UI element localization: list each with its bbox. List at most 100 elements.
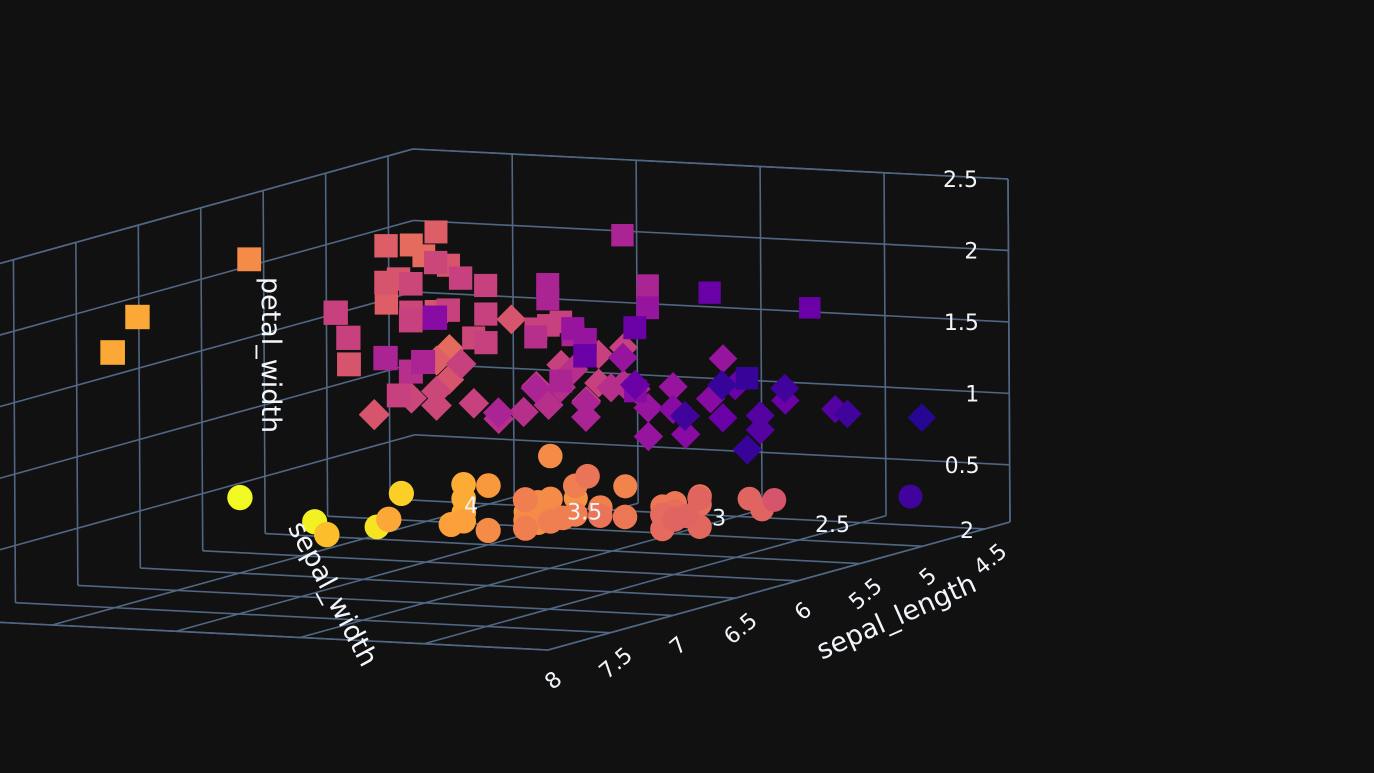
data-point-circle [575,463,600,489]
marker-layer [100,220,937,548]
data-point-square [337,352,361,377]
data-point-circle [662,507,687,532]
data-point-square [125,304,150,330]
data-point-square [373,345,398,371]
data-point-circle [737,486,762,511]
data-point-circle [538,508,563,534]
box-edge [412,148,1009,180]
data-point-diamond [445,348,477,380]
data-point-diamond [596,372,626,403]
data-point-circle [898,484,923,509]
data-point-diamond [546,349,576,380]
x-tick-label: 7.5 [595,643,638,685]
back-wall-gridline-x [324,173,329,517]
data-point-diamond [708,403,738,433]
side-wall-gridline-z [414,362,1010,395]
data-point-square [398,308,423,333]
y-tick-label: 2 [960,519,974,544]
data-point-square [323,300,348,325]
data-point-diamond [533,389,564,421]
data-point-square [735,366,759,390]
data-point-diamond [421,345,452,376]
data-point-diamond [770,373,800,403]
data-point-square [411,349,436,375]
data-point-square [237,247,262,272]
data-point-square [474,331,498,355]
data-point-circle [687,486,712,511]
data-point-square [448,266,473,290]
data-point-diamond [358,399,390,431]
data-point-square [399,233,423,257]
box-edge [0,148,414,265]
data-point-square [422,305,448,330]
back-wall-gridline-z [0,362,415,479]
z-axis-title: petal_width [255,277,286,433]
data-point-circle [613,474,638,499]
z-tick-label: 2.5 [943,168,978,193]
data-point-circle [512,487,538,513]
side-wall-gridline-y [759,166,763,510]
data-point-circle [762,487,787,512]
data-point-circle [227,484,253,511]
data-point-square [636,274,659,297]
data-point-circle [388,480,414,506]
data-point-square [386,383,411,408]
data-point-circle [451,471,476,497]
y-tick-label: 2.5 [815,513,850,538]
x-axis-title: sepal_length [812,568,981,666]
data-point-circle [438,511,464,538]
data-point-square [424,220,448,244]
data-point-diamond [658,372,688,402]
data-point-circle [612,504,638,530]
data-point-square [698,281,721,304]
data-point-diamond [695,384,726,414]
y-tick-label: 3.5 [567,500,602,525]
data-point-square [549,369,573,393]
data-point-diamond [520,372,552,404]
box-edge [0,621,549,651]
data-point-square [474,273,498,298]
z-tick-label: 0.5 [945,454,980,479]
data-point-diamond [482,397,514,429]
data-point-square [374,234,398,258]
data-point-diamond [708,344,738,373]
z-tick-label: 1.5 [944,311,979,336]
data-point-diamond [508,396,539,428]
box-edge [1007,178,1011,523]
box-edge [547,521,1011,651]
data-point-diamond [433,364,465,395]
back-wall-gridline-x [199,207,204,551]
data-point-square [424,250,448,275]
floor-gridline-y [423,514,887,645]
data-point-square [623,316,647,340]
data-point-diamond [571,402,601,433]
floor-gridline-y [51,496,515,626]
data-point-circle [538,443,563,469]
data-point-diamond [458,387,490,419]
data-point-diamond [669,400,700,432]
side-wall-gridline-z [414,434,1010,466]
x-tick-label: 6 [790,598,817,626]
data-point-square [374,291,399,315]
data-point-circle [587,503,613,528]
data-point-circle [475,517,501,544]
y-tick-label: 3 [712,507,726,532]
back-wall-gridline-x [12,259,17,603]
back-wall-gridline-x [75,242,79,586]
data-point-diamond [620,369,651,400]
x-tick-label: 4.5 [969,539,1012,581]
x-tick-label: 8 [540,667,567,695]
floor-gridline-y [299,508,763,639]
data-point-diamond [821,394,850,424]
y-tick-label: 4 [464,494,478,519]
data-point-square [524,325,548,349]
back-wall-gridline-z [0,434,415,551]
data-point-diamond [745,415,775,445]
side-wall-gridline-z [413,219,1009,252]
data-point-square [636,296,659,320]
back-wall-gridline-z [0,148,414,265]
x-tick-label: 7 [665,632,692,660]
data-point-square [336,325,361,350]
